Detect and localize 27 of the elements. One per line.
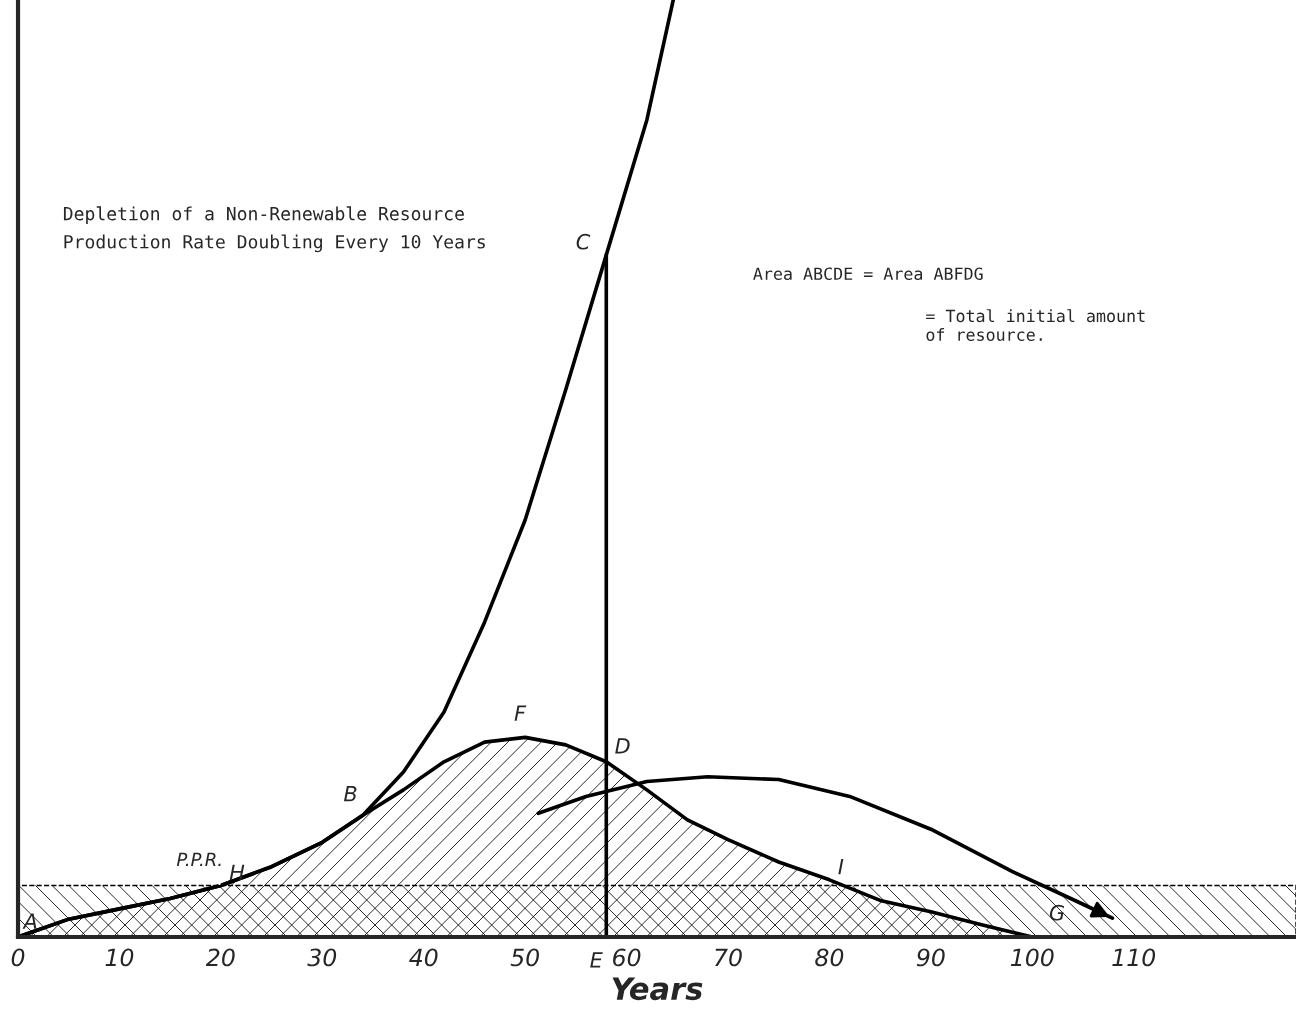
annotation: A [22,913,37,929]
annotation: F [514,705,527,721]
x-tick-label: 80 [815,948,844,967]
x-tick-label: 70 [715,948,742,967]
x-tick-label: 50 [510,948,539,967]
x-tick-label: 20 [205,948,235,967]
annotation: = Total initial amount of resource. [926,309,1145,341]
x-tick-label: 60 [613,948,641,967]
annotation: D [615,738,630,754]
annotation: E [590,952,603,968]
annotation: C [576,233,591,250]
x-tick-label: 100 [1010,948,1054,967]
annotation: G [1049,904,1065,921]
annotation: I [838,859,844,875]
x-axis-title: Years [612,977,703,1001]
text: Production Rate Doubling Every 10 Years [64,234,485,253]
annotation: H [229,864,245,880]
text: Depletion of a Non-Renewable Resource [63,206,464,224]
x-tick-label: 90 [916,948,945,967]
annotation: P.P.R. [176,852,221,866]
x-tick-label: 40 [409,948,438,967]
x-tick-label: 30 [307,948,337,967]
x-tick-label: 0 [11,948,25,967]
annotation: B [343,786,357,802]
x-tick-label: 110 [1112,948,1156,967]
annotation: Area ABCDE = Area ABFDG [753,267,983,281]
x-tick-label: 10 [105,948,134,967]
